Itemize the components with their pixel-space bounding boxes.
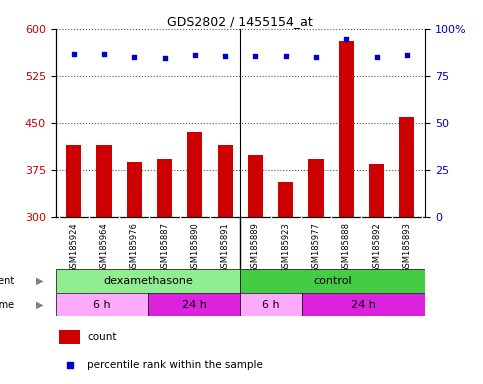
Point bbox=[100, 51, 108, 57]
Bar bbox=[97, 145, 112, 217]
Bar bbox=[278, 182, 293, 217]
Bar bbox=[148, 293, 241, 316]
Text: GSM185892: GSM185892 bbox=[372, 222, 381, 273]
Text: GSM185889: GSM185889 bbox=[251, 222, 260, 273]
Text: GSM185924: GSM185924 bbox=[69, 222, 78, 273]
Text: control: control bbox=[313, 276, 352, 286]
Text: GSM185890: GSM185890 bbox=[190, 222, 199, 273]
Point bbox=[191, 52, 199, 58]
Point bbox=[373, 54, 381, 60]
Point bbox=[221, 53, 229, 60]
Text: ▶: ▶ bbox=[36, 276, 43, 286]
Text: GSM185888: GSM185888 bbox=[342, 222, 351, 273]
Text: GSM185977: GSM185977 bbox=[312, 222, 321, 273]
Point bbox=[364, 175, 372, 181]
Text: GSM185891: GSM185891 bbox=[221, 222, 229, 273]
Bar bbox=[157, 159, 172, 217]
Text: 6 h: 6 h bbox=[262, 300, 280, 310]
Bar bbox=[59, 331, 80, 344]
Bar bbox=[241, 293, 302, 316]
Text: GSM185923: GSM185923 bbox=[281, 222, 290, 273]
Text: GSM185964: GSM185964 bbox=[99, 222, 109, 273]
Bar bbox=[56, 269, 241, 293]
Text: 6 h: 6 h bbox=[93, 300, 111, 310]
Point bbox=[403, 52, 411, 58]
Point bbox=[312, 54, 320, 60]
Point bbox=[130, 54, 138, 60]
Bar bbox=[339, 41, 354, 217]
Point bbox=[342, 36, 350, 43]
Bar bbox=[187, 132, 202, 217]
Point bbox=[282, 53, 290, 60]
Text: dexamethasone: dexamethasone bbox=[103, 276, 193, 286]
Point bbox=[161, 55, 169, 61]
Text: ▶: ▶ bbox=[36, 300, 43, 310]
Text: percentile rank within the sample: percentile rank within the sample bbox=[87, 360, 263, 370]
Text: count: count bbox=[87, 333, 116, 343]
Text: 24 h: 24 h bbox=[182, 300, 207, 310]
Bar bbox=[241, 269, 425, 293]
Text: time: time bbox=[0, 300, 14, 310]
Bar bbox=[127, 162, 142, 217]
Bar bbox=[369, 164, 384, 217]
Point bbox=[70, 51, 78, 57]
Bar bbox=[66, 145, 81, 217]
Bar bbox=[302, 293, 425, 316]
Bar bbox=[217, 145, 233, 217]
Title: GDS2802 / 1455154_at: GDS2802 / 1455154_at bbox=[168, 15, 313, 28]
Text: GSM185887: GSM185887 bbox=[160, 222, 169, 273]
Text: 24 h: 24 h bbox=[351, 300, 376, 310]
Bar bbox=[248, 156, 263, 217]
Bar bbox=[399, 117, 414, 217]
Bar bbox=[309, 159, 324, 217]
Text: GSM185893: GSM185893 bbox=[402, 222, 412, 273]
Bar bbox=[56, 293, 148, 316]
Text: GSM185976: GSM185976 bbox=[130, 222, 139, 273]
Text: agent: agent bbox=[0, 276, 14, 286]
Point bbox=[252, 53, 259, 60]
